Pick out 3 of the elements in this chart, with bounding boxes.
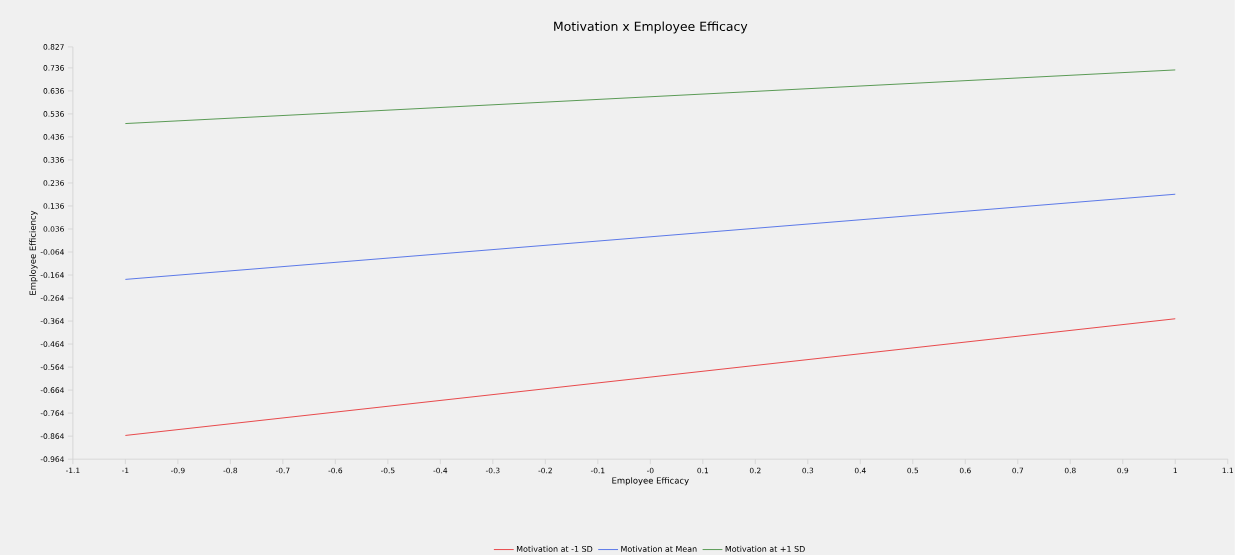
y-axis-title: Employee Efficiency [29, 210, 38, 295]
chart-title: Motivation x Employee Efficacy [554, 21, 748, 34]
x-axis-title: Employee Efficacy [612, 476, 689, 486]
